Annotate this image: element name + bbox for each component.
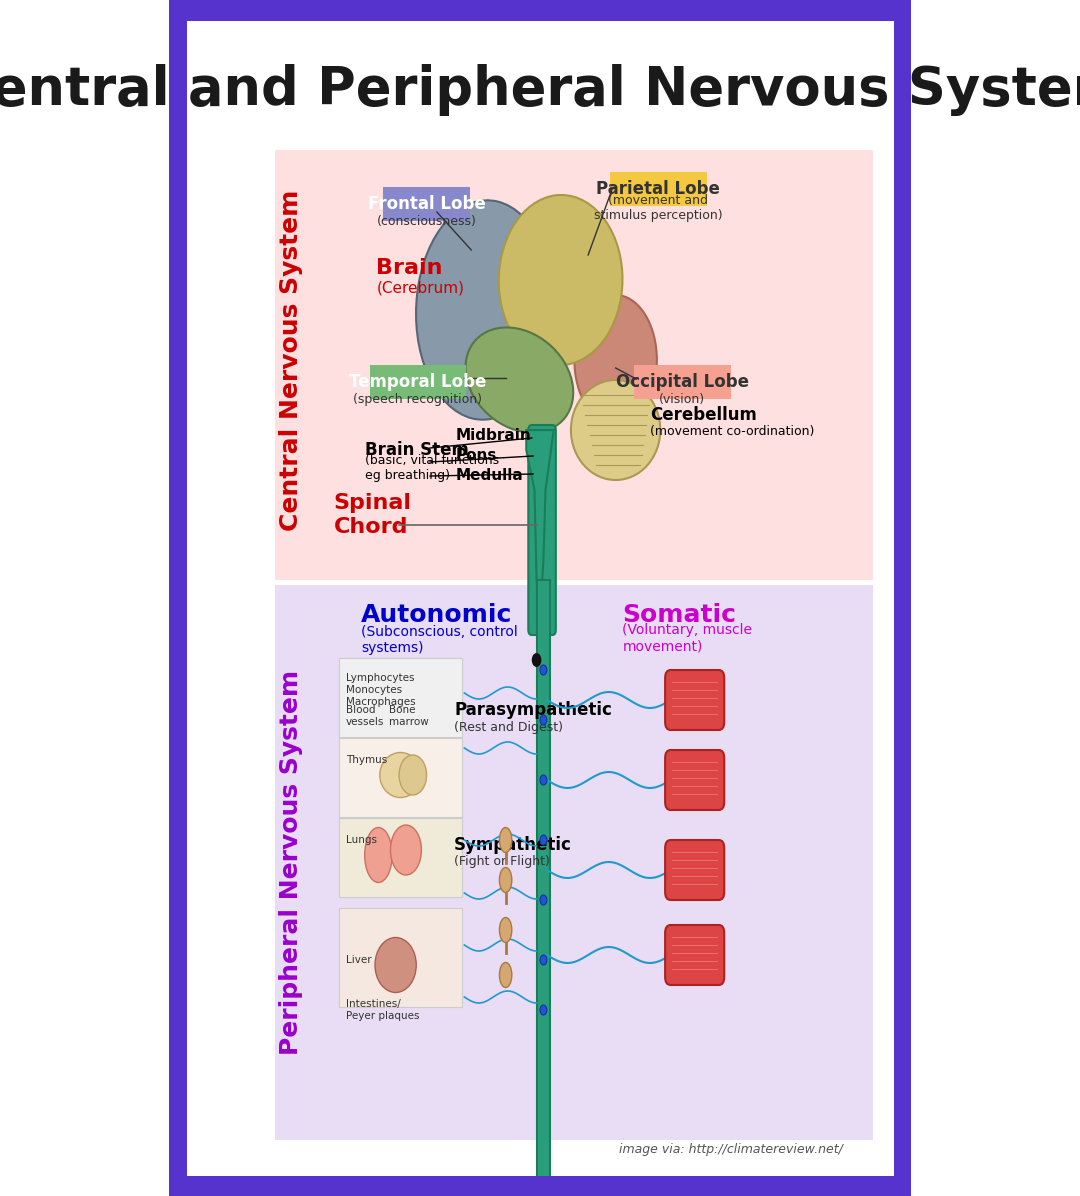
- Text: (movement and
stimulus perception): (movement and stimulus perception): [594, 194, 723, 222]
- Text: Thymus: Thymus: [346, 755, 388, 765]
- Text: (consciousness): (consciousness): [377, 215, 476, 228]
- Text: Parietal Lobe: Parietal Lobe: [596, 181, 720, 199]
- FancyBboxPatch shape: [528, 425, 556, 635]
- Circle shape: [531, 653, 541, 667]
- Circle shape: [540, 954, 546, 965]
- Circle shape: [540, 835, 546, 846]
- FancyBboxPatch shape: [383, 187, 470, 221]
- Text: Bone
marrow: Bone marrow: [389, 706, 429, 727]
- Text: (speech recognition): (speech recognition): [353, 393, 482, 407]
- Text: Temporal Lobe: Temporal Lobe: [349, 373, 486, 391]
- Ellipse shape: [465, 328, 573, 433]
- FancyBboxPatch shape: [665, 670, 725, 730]
- Text: Medulla: Medulla: [456, 468, 524, 482]
- FancyBboxPatch shape: [275, 150, 874, 580]
- Polygon shape: [526, 431, 554, 620]
- Text: (Subconscious, control
systems): (Subconscious, control systems): [361, 624, 518, 655]
- Circle shape: [540, 1005, 546, 1015]
- Ellipse shape: [575, 295, 657, 425]
- Text: (Cerebrum): (Cerebrum): [376, 281, 464, 295]
- Ellipse shape: [416, 200, 554, 420]
- Text: (movement co-ordination): (movement co-ordination): [650, 426, 814, 439]
- FancyBboxPatch shape: [665, 840, 725, 901]
- Ellipse shape: [400, 755, 427, 795]
- Text: Sympathetic: Sympathetic: [454, 836, 572, 854]
- Text: (vision): (vision): [659, 393, 705, 407]
- Ellipse shape: [391, 825, 421, 875]
- Text: Brain Stem: Brain Stem: [365, 441, 469, 459]
- Text: Monocytes: Monocytes: [346, 685, 402, 695]
- Text: Brain: Brain: [376, 258, 443, 277]
- FancyBboxPatch shape: [610, 172, 707, 206]
- Ellipse shape: [365, 828, 392, 883]
- Text: (basic, vital functions
eg breathing): (basic, vital functions eg breathing): [365, 454, 499, 482]
- Circle shape: [540, 715, 546, 725]
- Ellipse shape: [499, 917, 512, 942]
- Circle shape: [540, 895, 546, 905]
- Text: Liver: Liver: [346, 954, 372, 965]
- Ellipse shape: [375, 938, 416, 993]
- Text: Somatic: Somatic: [622, 603, 737, 627]
- Text: Parasympathetic: Parasympathetic: [454, 701, 612, 719]
- FancyBboxPatch shape: [275, 585, 874, 1140]
- FancyBboxPatch shape: [369, 365, 467, 399]
- FancyBboxPatch shape: [339, 818, 462, 897]
- Text: Lungs: Lungs: [346, 835, 377, 846]
- FancyBboxPatch shape: [339, 738, 462, 817]
- Circle shape: [540, 665, 546, 675]
- Text: Central Nervous System: Central Nervous System: [279, 189, 303, 531]
- Text: Cerebellum: Cerebellum: [650, 405, 757, 425]
- Text: Central and Peripheral Nervous System: Central and Peripheral Nervous System: [0, 65, 1080, 116]
- Text: Spinal
Chord: Spinal Chord: [334, 493, 411, 537]
- Text: image via: http://climatereview.net/: image via: http://climatereview.net/: [619, 1143, 842, 1157]
- Text: (Rest and Digest): (Rest and Digest): [454, 720, 563, 733]
- Ellipse shape: [499, 195, 622, 365]
- Circle shape: [540, 775, 546, 785]
- FancyBboxPatch shape: [339, 658, 462, 737]
- Text: Intestines/
Peyer plaques: Intestines/ Peyer plaques: [346, 999, 420, 1021]
- Ellipse shape: [499, 828, 512, 853]
- Text: (Fight or Flight): (Fight or Flight): [454, 854, 550, 867]
- FancyBboxPatch shape: [665, 750, 725, 810]
- FancyBboxPatch shape: [339, 908, 462, 1007]
- FancyBboxPatch shape: [665, 925, 725, 986]
- Text: Pons: Pons: [456, 447, 498, 463]
- FancyBboxPatch shape: [537, 580, 551, 1180]
- Text: Lymphocytes: Lymphocytes: [346, 673, 415, 683]
- FancyBboxPatch shape: [634, 365, 731, 399]
- Text: Blood
vessels: Blood vessels: [346, 706, 384, 727]
- Text: Midbrain: Midbrain: [456, 427, 531, 443]
- Ellipse shape: [571, 380, 660, 480]
- Text: Macrophages: Macrophages: [346, 697, 416, 707]
- Text: Peripheral Nervous System: Peripheral Nervous System: [279, 670, 303, 1055]
- Ellipse shape: [380, 752, 421, 798]
- Text: Occipital Lobe: Occipital Lobe: [616, 373, 748, 391]
- Text: Autonomic: Autonomic: [361, 603, 513, 627]
- Text: Frontal Lobe: Frontal Lobe: [367, 195, 485, 213]
- Text: (Voluntary, muscle
movement): (Voluntary, muscle movement): [622, 623, 753, 653]
- Ellipse shape: [499, 867, 512, 892]
- Ellipse shape: [499, 963, 512, 988]
